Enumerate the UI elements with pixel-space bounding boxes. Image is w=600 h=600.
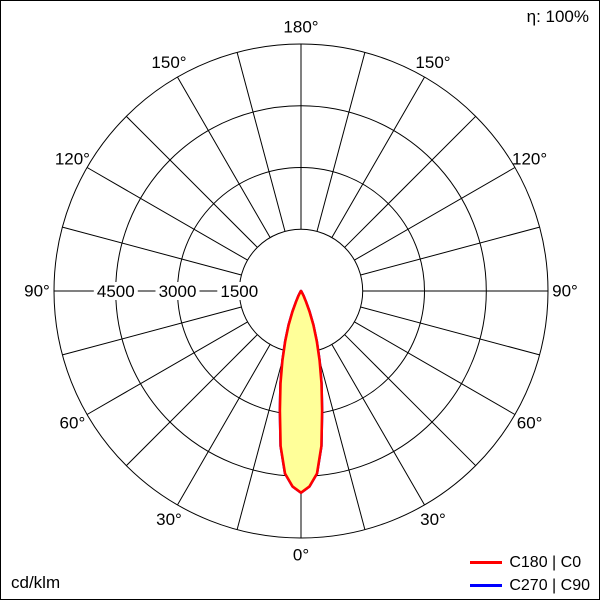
legend: C180 | C0 C270 | C90 bbox=[470, 553, 590, 595]
angle-label: 30° bbox=[156, 510, 182, 529]
angle-label: 150° bbox=[151, 53, 186, 72]
beam-curve-c180-c0 bbox=[278, 289, 324, 494]
polar-grid bbox=[53, 43, 549, 539]
radial-tick-label: 3000 bbox=[159, 282, 197, 301]
radial-tick-label: 1500 bbox=[220, 282, 258, 301]
angle-labels: 0° 30° 30° 60° 60° 90° 90° 120° 120° 150° 150° 180° bbox=[24, 18, 578, 565]
angle-label: 60° bbox=[517, 414, 543, 433]
radial-tick-labels: 1500 3000 4500 bbox=[93, 282, 262, 301]
efficiency-label: η: 100% bbox=[526, 7, 589, 26]
angle-label: 60° bbox=[60, 414, 86, 433]
unit-label: cd/klm bbox=[11, 573, 61, 592]
angle-label: 120° bbox=[512, 150, 547, 169]
legend-label-c180-c0: C180 | C0 bbox=[509, 553, 582, 571]
legend-line-red-icon bbox=[470, 560, 503, 564]
angle-label: 30° bbox=[420, 510, 446, 529]
angle-label: 90° bbox=[24, 282, 50, 301]
legend-label-c270-c90: C270 | C90 bbox=[509, 576, 590, 594]
angle-label: 150° bbox=[415, 53, 450, 72]
legend-item-c180-c0: C180 | C0 bbox=[470, 553, 590, 572]
angle-label: 180° bbox=[283, 18, 318, 37]
angle-label: 0° bbox=[293, 546, 309, 565]
legend-line-blue-icon bbox=[470, 583, 503, 587]
radial-tick-label: 4500 bbox=[97, 282, 135, 301]
angle-label: 120° bbox=[55, 150, 90, 169]
angle-label: 90° bbox=[552, 282, 578, 301]
legend-item-c270-c90: C270 | C90 bbox=[470, 576, 590, 595]
